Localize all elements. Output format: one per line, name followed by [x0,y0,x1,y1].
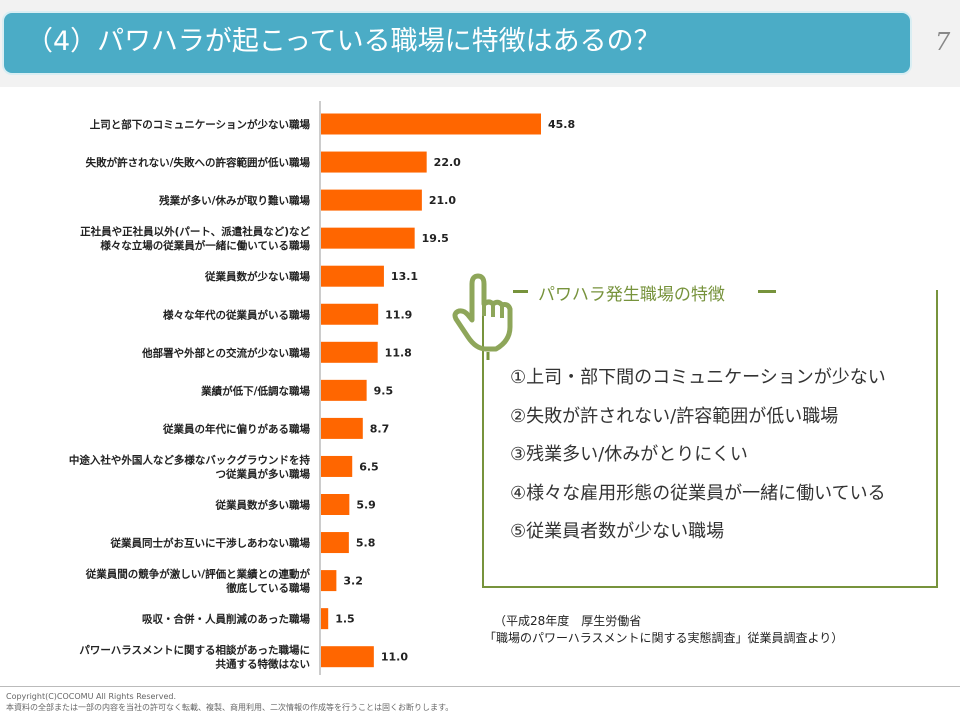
value-label: 19.5 [422,232,449,245]
feature-item: ②失敗が許されない/許容範囲が低い職場 [510,405,839,427]
category-label: 従業員数が少ない職場 [204,270,310,283]
value-label: 11.0 [381,651,408,664]
category-label: パワーハラスメントに関する相談があった職場に [79,644,310,657]
category-label: 様々な年代の従業員がいる職場 [163,308,310,321]
feature-item: ①上司・部下間のコミュニケーションが少ない [510,367,886,388]
category-label: 共通する特徴はない [216,658,311,671]
category-label: 業績が低下/低調な職場 [200,384,310,397]
value-label: 11.9 [385,308,412,321]
bar [321,608,329,630]
bar [321,113,541,135]
feature-item: ③残業多い/休みがとりにくい [510,444,748,465]
category-label: 従業員数が多い職場 [215,499,311,512]
title-dash-left [513,290,531,293]
copyright: Copyright(C)COCOMU All Rights Reserved. [6,692,176,701]
category-label: 中途入社や外国人など多様なバックグラウンドを持 [69,453,311,466]
category-label: 従業員の年代に偏りがある職場 [162,422,310,435]
usage-notice: 本資料の全部または一部の内容を当社の許可なく転載、複製、商用利用、二次情報の作成… [6,703,454,712]
value-label: 22.0 [434,156,461,169]
category-label: 残業が多い/休みが取り難い職場 [159,194,310,207]
bar [321,455,353,477]
title-banner: （4）パワハラが起こっている職場に特徴はあるの？ [4,13,910,73]
bar [321,227,415,249]
page-title: （4）パワハラが起こっている職場に特徴はあるの？ [26,26,661,57]
bar [321,532,349,554]
category-label: 正社員や正社員以外(パート、派遣社員など)など [80,225,310,238]
source-line-1: （平成28年度 厚生労働省 [494,614,642,628]
category-label: 他部署や外部との交流が少ない職場 [141,346,310,359]
features-box [482,290,938,588]
bar [321,494,350,515]
value-label: 8.7 [370,422,390,435]
category-label: 吸収・合併・人員削減のあった職場 [142,613,310,626]
bar-chart: 45.8 上司と部下のコミュニケーションが少ない職場 22.0 失敗が許されない/失敗… [69,101,575,675]
source-note: （平成28年度 厚生労働省 「職場のパワーハラスメントに関する実態調査」従業員調… [484,613,843,647]
bar [321,379,367,401]
value-label: 5.9 [356,499,376,512]
category-label: 失敗が許されない/失敗への許容範囲が低い職場 [86,156,311,169]
category-label: 従業員同士がお互いに干渉しあわない職場 [110,537,311,550]
category-label: 上司と部下のコミュニケーションが少ない職場 [90,118,311,131]
footer: Copyright(C)COCOMU All Rights Reserved. … [6,691,453,713]
value-label: 5.8 [356,537,376,550]
bar [321,265,384,287]
pointing-hand-icon [452,273,513,360]
value-label: 1.5 [335,613,355,626]
value-label: 45.8 [548,118,575,131]
footer-divider [0,686,960,687]
bar [321,570,337,592]
bar [321,189,422,211]
category-label: 従業員間の競争が激しい/評価と業績との連動が [85,568,311,581]
bar [321,646,374,668]
page-number: 7 [935,28,951,56]
bar [321,417,363,439]
features-list: ①上司・部下間のコミュニケーションが少ない ②失敗が許されない/許容範囲が低い職… [510,363,886,556]
category-label: つ従業員が多い職場 [216,467,311,480]
category-label: 様々な立場の従業員が一緒に働いている職場 [100,239,310,252]
features-title: パワハラ発生職場の特徴 [528,280,735,305]
value-label: 11.8 [385,346,412,359]
category-label: 徹底している職場 [225,582,310,595]
bar [321,303,379,325]
value-label: 13.1 [391,270,418,283]
feature-item: ④様々な雇用形態の従業員が一緒に働いている [510,482,886,504]
title-dash-right [758,290,776,293]
value-label: 3.2 [343,575,363,588]
source-line-2: 「職場のパワーハラスメントに関する実態調査」従業員調査より） [484,631,844,645]
value-label: 9.5 [374,384,394,397]
feature-item: ⑤従業員者数が少ない職場 [510,521,725,542]
bar [321,151,427,173]
value-label: 21.0 [429,194,456,207]
value-label: 6.5 [359,460,379,473]
bar [321,341,378,363]
